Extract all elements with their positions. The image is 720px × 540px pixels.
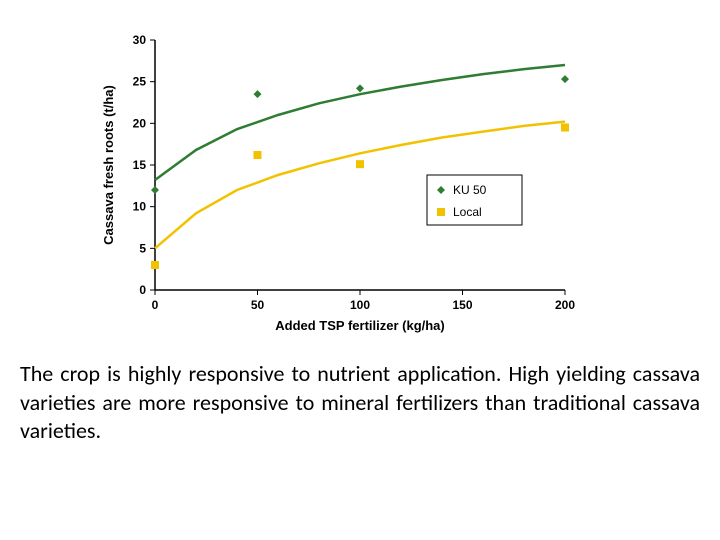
series-marker (254, 151, 262, 159)
y-tick-label: 5 (139, 241, 146, 255)
y-tick-label: 25 (133, 75, 147, 89)
x-tick-label: 200 (555, 298, 575, 312)
series-marker (561, 124, 569, 132)
y-tick-label: 30 (133, 33, 147, 47)
caption-text: The crop is highly responsive to nutrien… (20, 360, 700, 446)
series-marker (356, 160, 364, 168)
series-marker (356, 84, 364, 92)
chart-svg: 0 5 10 15 20 25 30 0 50 100 150 200 Added TSP fertil… (95, 25, 595, 335)
x-tick-label: 100 (350, 298, 370, 312)
slide: 0 5 10 15 20 25 30 0 50 100 150 200 Added TSP fertil… (0, 0, 720, 540)
series-marker (151, 186, 159, 194)
y-tick-label: 10 (133, 200, 147, 214)
y-axis-label: Cassava fresh roots (t/ha) (101, 85, 116, 245)
chart-container: 0 5 10 15 20 25 30 0 50 100 150 200 Added TSP fertil… (95, 25, 595, 335)
legend-label: Local (453, 205, 482, 219)
x-tick-label: 150 (452, 298, 472, 312)
x-tick-label: 50 (251, 298, 265, 312)
y-tick-label: 0 (139, 283, 146, 297)
x-axis-label: Added TSP fertilizer (kg/ha) (275, 318, 445, 333)
legend-marker (437, 208, 445, 216)
legend-label: KU 50 (453, 183, 487, 197)
y-tick-label: 20 (133, 116, 147, 130)
y-tick-label: 15 (133, 158, 147, 172)
series-marker (151, 261, 159, 269)
series-marker (561, 75, 569, 83)
x-tick-label: 0 (152, 298, 159, 312)
series-marker (254, 90, 262, 98)
